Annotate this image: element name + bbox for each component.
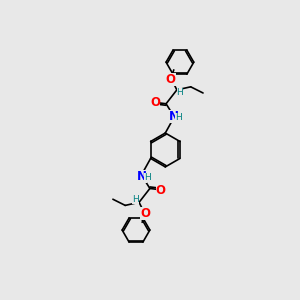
- Text: H: H: [177, 88, 183, 98]
- Text: O: O: [140, 207, 150, 220]
- Text: H: H: [144, 173, 151, 182]
- Text: O: O: [166, 73, 176, 85]
- Text: O: O: [150, 96, 160, 109]
- Text: H: H: [132, 195, 139, 204]
- Text: N: N: [169, 110, 179, 123]
- Text: N: N: [137, 169, 147, 183]
- Text: H: H: [175, 113, 182, 122]
- Text: O: O: [156, 184, 166, 196]
